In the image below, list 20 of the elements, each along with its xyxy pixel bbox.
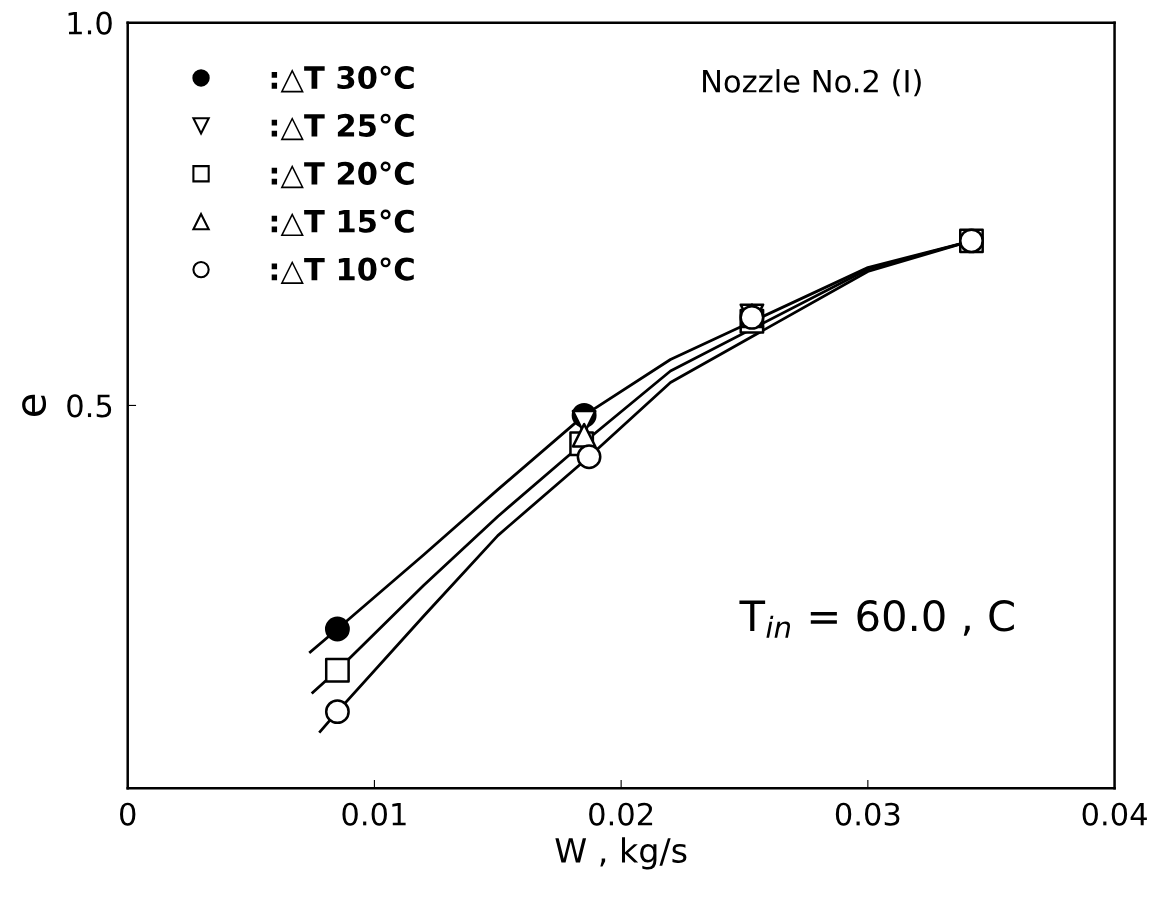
point	[324, 616, 350, 642]
legend-label: :△T 20°C	[271, 161, 414, 189]
legend-label: :△T 15°C	[271, 209, 414, 237]
point	[324, 699, 350, 725]
x-axis-title: W , kg/s	[555, 837, 687, 870]
annotation: T$_{in}$ = 60.0 , C	[739, 600, 1014, 638]
y-axis-title: e	[22, 394, 47, 416]
point	[576, 444, 602, 470]
point	[324, 657, 350, 683]
x-tick-label: 0.02	[589, 802, 653, 826]
annotation: Nozzle No.2 (I)	[703, 69, 921, 97]
y-tick-label: 0.5	[67, 394, 112, 418]
x-tick-label: 0.03	[835, 802, 900, 826]
x-tick-label: 0.01	[342, 802, 406, 826]
legend-label: :△T 10°C	[271, 257, 414, 285]
y-tick-label: 1.0	[68, 11, 112, 35]
legend-label: :△T 30°C	[271, 65, 414, 93]
x-tick-label: 0.04	[1082, 802, 1147, 826]
legend-label: :△T 25°C	[271, 113, 414, 141]
x-tick-label: 0	[120, 802, 136, 826]
